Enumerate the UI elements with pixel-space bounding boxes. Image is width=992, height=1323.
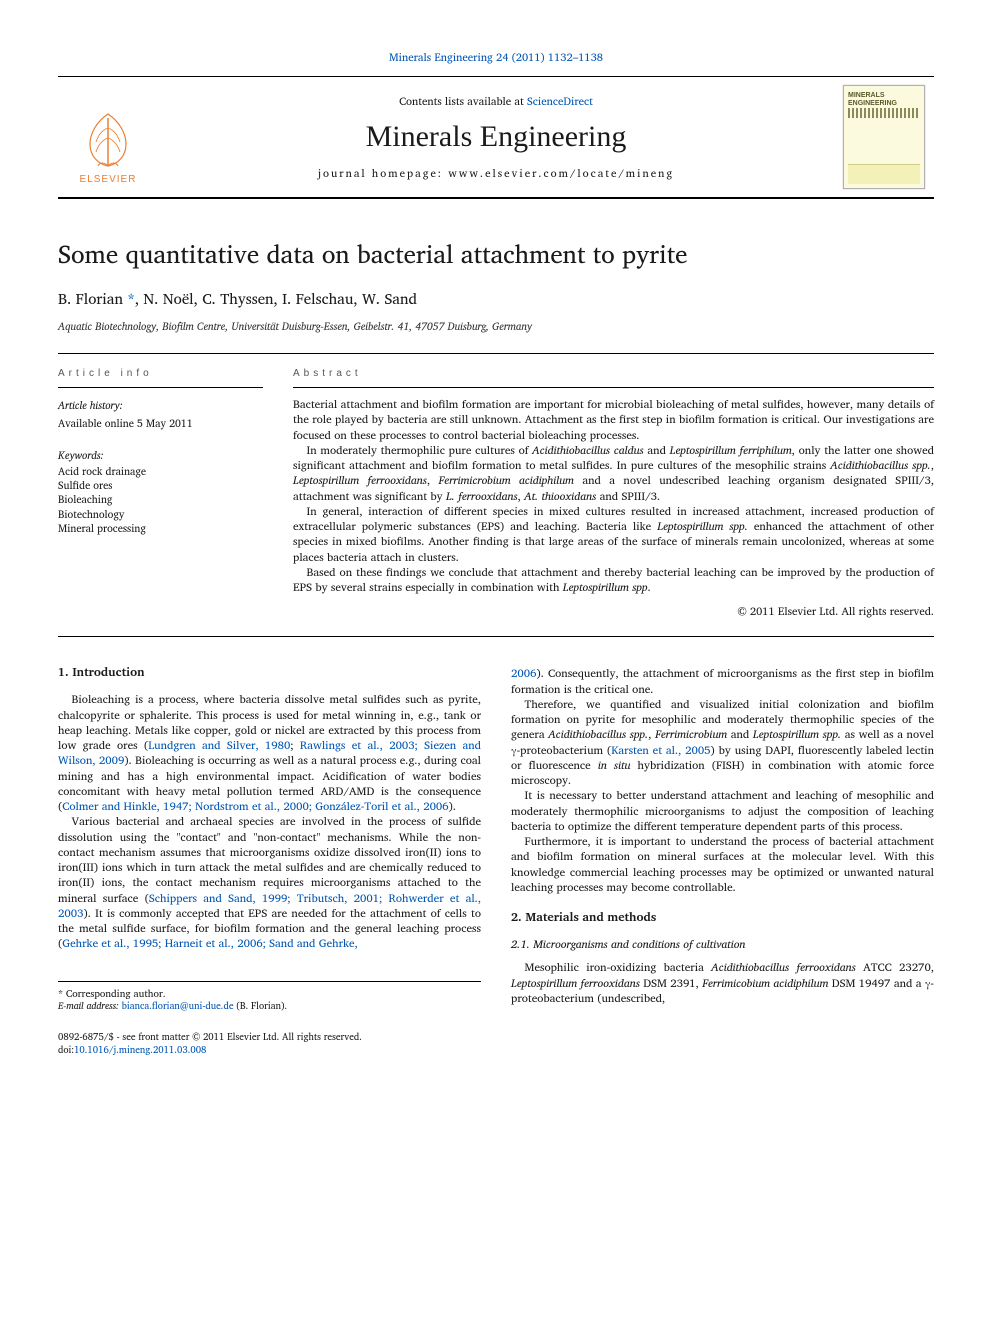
col2-continuation: 2006). Consequently, the attachment of m…: [511, 665, 934, 696]
homepage-prefix: journal homepage:: [318, 164, 448, 182]
journal-masthead: ELSEVIER Contents lists available at Sci…: [58, 76, 934, 199]
corresponding-author-footnote: * Corresponding author. E-mail address: …: [58, 981, 481, 1014]
abstract-block: abstract Bacterial attachment and biofil…: [293, 354, 934, 636]
email-label: E-mail address:: [58, 999, 119, 1014]
article-info-left: article info Article history: Available …: [58, 354, 263, 636]
column-left: 1. Introduction Bioleaching is a process…: [58, 665, 481, 1014]
elsevier-tree-icon: [76, 108, 140, 172]
citation-line: Minerals Engineering 24 (2011) 1132–1138: [58, 48, 934, 66]
article-title: Some quantitative data on bacterial atta…: [58, 233, 934, 274]
author-list: B. Florian *, N. Noël, C. Thyssen, I. Fe…: [58, 286, 934, 311]
contents-prefix: Contents lists available at: [399, 92, 527, 110]
journal-name: Minerals Engineering: [174, 120, 818, 154]
cover-thumb-wrap: MINERALS ENGINEERING: [834, 85, 934, 189]
copyright-line: © 2011 Elsevier Ltd. All rights reserved…: [293, 602, 934, 620]
doi-prefix: doi:: [58, 1043, 74, 1058]
sciencedirect-link[interactable]: ScienceDirect: [527, 92, 593, 110]
section2-1-para: Mesophilic iron-oxidizing bacteria Acidi…: [511, 959, 934, 1005]
corresponding-email-link[interactable]: bianca.florian@uni-due.de: [122, 999, 234, 1014]
cover-thumb-decor: [848, 108, 920, 118]
abstract-body: Bacterial attachment and biofilm formati…: [293, 396, 934, 594]
citation-link[interactable]: Minerals Engineering 24 (2011) 1132–1138: [389, 48, 603, 66]
journal-cover-thumb: MINERALS ENGINEERING: [843, 85, 925, 189]
column-right: 2006). Consequently, the attachment of m…: [511, 665, 934, 1014]
email-tail: (B. Florian).: [233, 999, 287, 1014]
doi-link[interactable]: 10.1016/j.mineng.2011.03.008: [74, 1043, 206, 1058]
section1-col1-paras: Bioleaching is a process, where bacteria…: [58, 691, 481, 950]
page-footer: 0892-6875/$ - see front matter © 2011 El…: [58, 1032, 934, 1058]
doi-line: doi:10.1016/j.mineng.2011.03.008: [58, 1045, 934, 1058]
affiliation: Aquatic Biotechnology, Biofilm Centre, U…: [58, 317, 934, 335]
divider: [293, 387, 934, 388]
publisher-name: ELSEVIER: [80, 174, 137, 185]
keywords-list: Acid rock drainageSulfide oresBioleachin…: [58, 464, 263, 535]
contents-line: Contents lists available at ScienceDirec…: [174, 92, 818, 110]
abstract-label: abstract: [293, 368, 934, 379]
body-columns: 1. Introduction Bioleaching is a process…: [58, 665, 934, 1014]
homepage-url: www.elsevier.com/locate/mineng: [448, 164, 674, 182]
footnote-email-line: E-mail address: bianca.florian@uni-due.d…: [58, 1001, 481, 1014]
article-info-label: article info: [58, 368, 263, 379]
section1-col2-paras: Therefore, we quantified and visualized …: [511, 696, 934, 894]
subsection-heading-2-1: 2.1. Microorganisms and conditions of cu…: [511, 936, 934, 951]
article-info-block: article info Article history: Available …: [58, 353, 934, 637]
masthead-center: Contents lists available at ScienceDirec…: [174, 85, 818, 189]
cover-thumb-title: MINERALS ENGINEERING: [848, 92, 920, 107]
history-text: Available online 5 May 2011: [58, 414, 263, 432]
section-heading-1: 1. Introduction: [58, 665, 481, 681]
publisher-logo-block: ELSEVIER: [58, 85, 158, 189]
cover-thumb-strip: [848, 164, 920, 184]
divider: [58, 387, 263, 388]
section-heading-2: 2. Materials and methods: [511, 910, 934, 926]
journal-homepage-line: journal homepage: www.elsevier.com/locat…: [174, 164, 818, 182]
history-label: Article history:: [58, 396, 263, 414]
